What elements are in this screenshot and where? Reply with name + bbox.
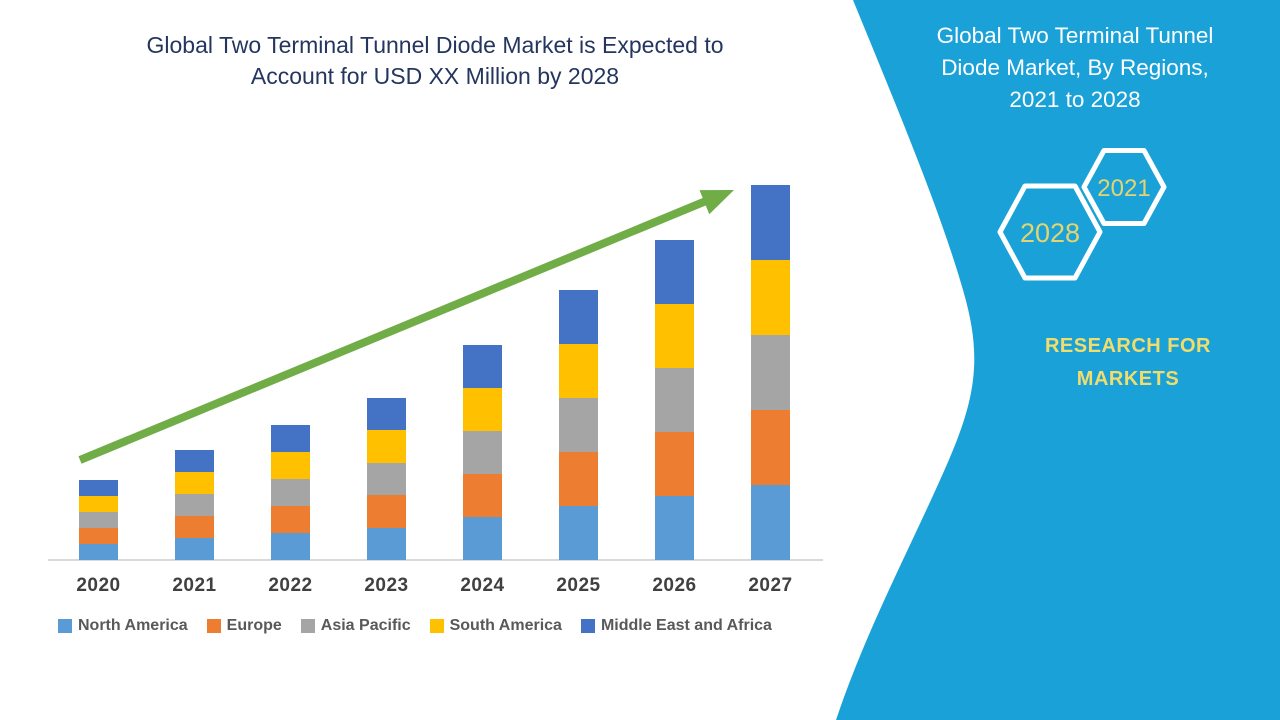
bar-segment-north-america [751,485,790,560]
x-axis-label: 2020 [76,575,121,596]
chart-title-line2: Account for USD XX Million by 2028 [250,63,620,89]
bar-segment-asia-pacific [655,368,694,432]
legend-item: Asia Pacific [300,617,411,635]
bar-segment-middle-east-and-africa [463,345,502,388]
bar-segment-north-america [463,517,502,560]
hexagon-2028-year: 2028 [1020,218,1080,248]
panel-title: Global Two Terminal Tunnel Diode Market,… [880,20,1270,116]
legend-marker-icon [300,619,315,633]
hexagon-2028-badge [997,183,1103,281]
x-axis-line [48,559,823,561]
bar-segment-europe [175,516,214,538]
legend-marker-icon [206,619,221,633]
bar-segment-south-america [751,260,790,335]
bar-segment-asia-pacific [367,462,406,495]
bar-segment-south-america [79,496,118,512]
legend-label: Europe [226,617,282,634]
legend-label: South America [449,617,562,634]
bar-segment-south-america [655,304,694,368]
bar-segment-south-america [463,388,502,431]
bar-segment-south-america [271,452,310,479]
bar-segment-middle-east-and-africa [271,425,310,452]
x-axis-label: 2025 [556,575,601,596]
legend-label: Asia Pacific [320,617,411,634]
bar-segment-europe [271,506,310,533]
hexagon-2021-year: 2021 [1097,175,1150,202]
legend-item: Middle East and Africa [580,617,772,635]
legend-item: North America [58,617,188,635]
hexagon-2021-badge [1081,148,1167,226]
bar-segment-north-america [367,527,406,560]
legend-item: Europe [206,617,282,635]
x-axis-label: 2027 [748,575,793,596]
panel-title-line3: 2021 to 2028 [1009,87,1141,112]
bar-segment-europe [655,432,694,496]
x-axis-label: 2024 [460,575,505,596]
x-axis-label: 2026 [652,575,697,596]
legend-label: Middle East and Africa [600,617,772,634]
bar-segment-europe [751,410,790,485]
legend-marker-icon [580,619,595,633]
x-axis-label: 2022 [268,575,313,596]
bar-segment-europe [367,495,406,528]
bar-segment-asia-pacific [271,479,310,506]
bar-segment-asia-pacific [559,398,598,452]
bar-segment-middle-east-and-africa [559,290,598,344]
bar-segment-middle-east-and-africa [367,397,406,430]
bar-segment-asia-pacific [175,494,214,516]
chart-title-line1: Global Two Terminal Tunnel Diode Market … [146,32,724,58]
bar-segment-south-america [559,344,598,398]
bar-segment-asia-pacific [79,512,118,528]
legend-marker-icon [429,619,444,633]
x-axis-label: 2021 [172,575,217,596]
bar-segment-middle-east-and-africa [79,480,118,496]
brand-name: RESEARCH FOR MARKETS [1003,330,1253,396]
legend-item: South America [429,617,562,635]
bar-segment-middle-east-and-africa [751,185,790,260]
hexagon-badges: 2021 2028 [997,148,1167,281]
x-axis-label: 2023 [364,575,409,596]
legend-marker-icon [58,619,72,633]
brand-line2: MARKETS [1076,368,1180,390]
bar-segment-asia-pacific [463,431,502,474]
panel-title-line2: Diode Market, By Regions, [941,55,1209,80]
bar-segment-north-america [655,496,694,560]
bar-segment-asia-pacific [751,335,790,410]
bar-segment-north-america [79,544,118,560]
bar-segment-south-america [175,472,214,494]
bar-segment-north-america [271,533,310,560]
bar-segment-middle-east-and-africa [175,450,214,472]
legend-label: North America [78,617,188,634]
bar-segment-europe [79,528,118,544]
panel-title-line1: Global Two Terminal Tunnel [936,23,1214,48]
brand-line1: RESEARCH FOR [1044,335,1211,357]
bar-segment-europe [559,452,598,506]
chart-title: Global Two Terminal Tunnel Diode Market … [60,30,810,92]
bar-segment-south-america [367,430,406,463]
chart-legend: North America Europe Asia Pacific South Ame… [58,617,772,635]
bar-segment-north-america [559,506,598,560]
bar-segment-north-america [175,538,214,560]
bar-segment-europe [463,474,502,517]
bar-segment-middle-east-and-africa [655,240,694,304]
